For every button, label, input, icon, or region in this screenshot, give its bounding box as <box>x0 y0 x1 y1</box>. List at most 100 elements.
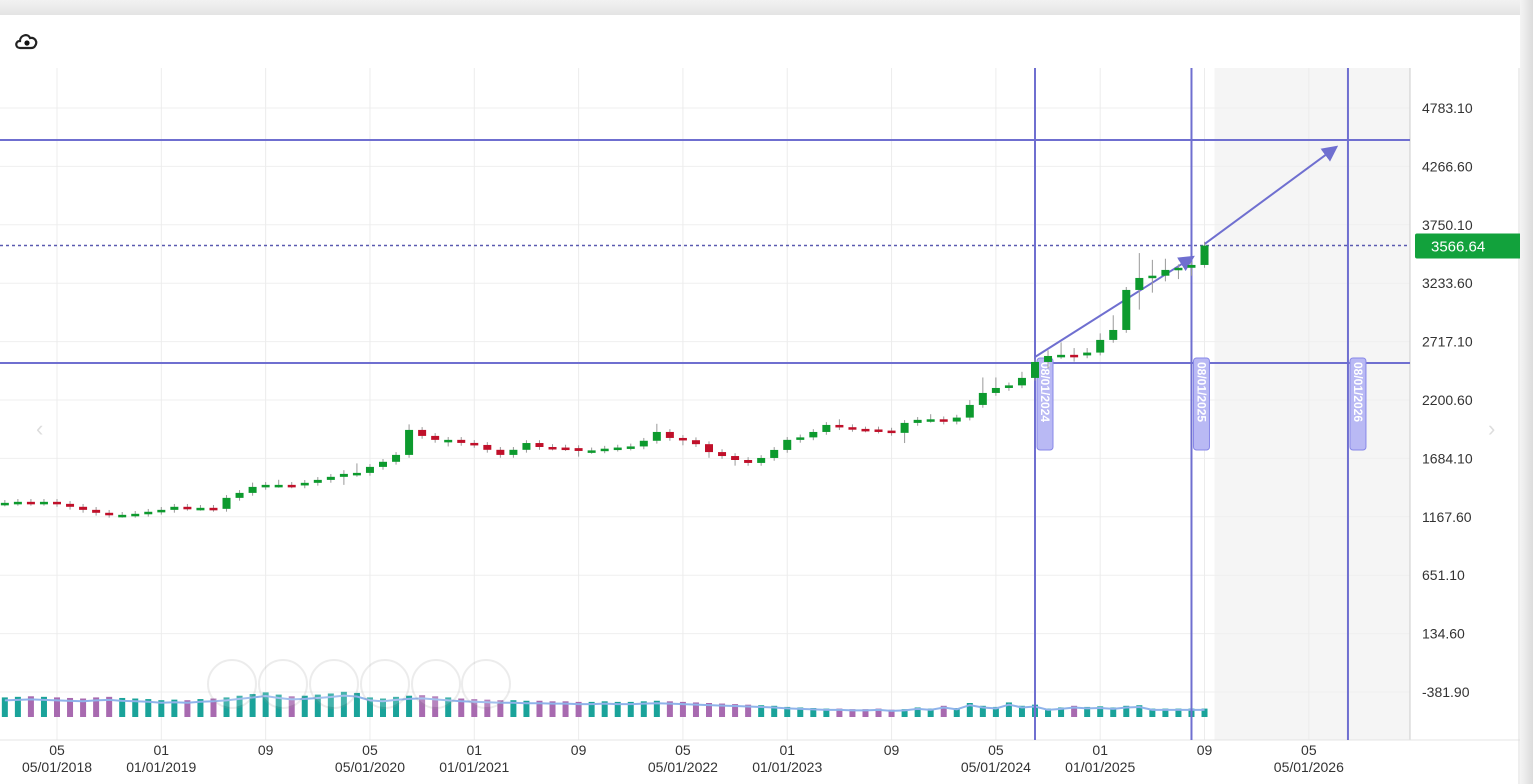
candle <box>1083 348 1092 359</box>
trend-arrow-annotation[interactable] <box>1203 145 1339 245</box>
navigation-button[interactable] <box>360 659 410 709</box>
candle <box>53 499 61 507</box>
y-tick-label: 134.60 <box>1422 626 1465 642</box>
navigation-button[interactable] <box>461 659 511 709</box>
candle <box>1109 315 1118 343</box>
candle <box>744 457 753 466</box>
candle-body <box>1004 385 1013 388</box>
candle <box>1187 262 1196 276</box>
window-top-bar <box>0 0 1533 15</box>
scroll-left-icon[interactable]: ‹ <box>36 416 43 441</box>
candle-body <box>483 444 492 450</box>
candle-body <box>652 431 661 441</box>
candle-body <box>835 424 844 428</box>
candle-body <box>809 431 818 438</box>
candle <box>457 437 466 446</box>
candle <box>522 440 531 453</box>
candle-body <box>900 422 909 433</box>
candle-body <box>731 456 740 460</box>
volume-bar <box>432 696 439 717</box>
current-price-label: 3566.64 <box>1431 239 1485 256</box>
candle-body <box>248 486 257 493</box>
navigation-button[interactable] <box>411 659 461 709</box>
candle <box>300 480 309 489</box>
navigation-button[interactable] <box>207 659 257 709</box>
volume-bar <box>40 696 47 717</box>
candle <box>209 504 218 512</box>
volume-bar <box>719 703 726 717</box>
candle <box>718 449 727 459</box>
candle <box>92 507 101 516</box>
volume-bar <box>1123 705 1130 717</box>
candle <box>392 452 401 465</box>
volume-bar <box>562 701 569 717</box>
candle <box>652 423 661 444</box>
candle <box>39 499 48 506</box>
candle-body <box>235 492 244 498</box>
candle-body <box>313 479 322 483</box>
candle-body <box>561 447 570 451</box>
candle <box>1057 342 1066 359</box>
volume-bar <box>966 703 973 717</box>
candle <box>483 442 492 453</box>
candle-body <box>26 501 35 505</box>
volume-bar <box>1058 707 1065 717</box>
candle <box>613 444 622 452</box>
volume-bar <box>249 694 256 717</box>
volume-bar <box>419 695 426 717</box>
volume-bar <box>732 704 739 717</box>
volume-bar <box>1149 708 1156 717</box>
navigation-button[interactable] <box>258 659 308 709</box>
navigation-button[interactable] <box>309 659 359 709</box>
candle-body <box>53 501 61 505</box>
volume-bar <box>692 702 699 717</box>
candle-body <box>926 419 935 422</box>
vertical-line-label: 08/01/2024 <box>1038 362 1052 422</box>
scroll-right-icon[interactable]: › <box>1488 416 1495 441</box>
candle-body <box>1017 377 1026 386</box>
candle <box>339 470 348 485</box>
volume-bar <box>745 704 752 717</box>
y-tick-label: 651.10 <box>1422 567 1465 583</box>
volume-bar <box>314 694 321 717</box>
candle <box>1070 348 1079 362</box>
volume-bar <box>67 697 74 717</box>
candle <box>131 510 140 518</box>
volume-bar <box>145 699 152 717</box>
x-tick-date: 01/01/2019 <box>126 759 196 775</box>
candle <box>1122 286 1131 333</box>
candle-body <box>431 435 440 440</box>
navigation-controls[interactable] <box>207 659 511 709</box>
candle <box>470 440 479 448</box>
volume-bar <box>758 705 765 717</box>
chart-toolbar <box>0 15 1520 69</box>
candle <box>835 419 844 431</box>
volume-bar <box>797 707 804 717</box>
candle-body <box>222 497 231 509</box>
candle-body <box>39 501 48 505</box>
candle <box>26 499 35 506</box>
download-cloud-icon[interactable] <box>14 31 40 51</box>
candle <box>965 400 974 421</box>
volume-bar <box>54 697 60 717</box>
candle-body <box>639 440 648 447</box>
candle <box>326 474 335 483</box>
volume-bar <box>1136 705 1143 717</box>
candle-body <box>326 476 335 480</box>
candle <box>1004 382 1013 391</box>
candle <box>13 499 22 506</box>
volume-bar <box>1071 705 1078 717</box>
x-tick-month: 01 <box>154 742 170 758</box>
candle-body <box>405 429 414 455</box>
candle-body <box>965 404 974 418</box>
candle <box>222 495 231 512</box>
volume-bar <box>380 698 386 717</box>
x-tick-month: 09 <box>571 742 587 758</box>
candle <box>405 424 414 458</box>
volume-bar <box>197 699 204 717</box>
candle-body <box>352 472 361 476</box>
candle <box>861 426 870 433</box>
candle <box>939 416 948 425</box>
y-tick-label: 1684.10 <box>1422 450 1473 466</box>
